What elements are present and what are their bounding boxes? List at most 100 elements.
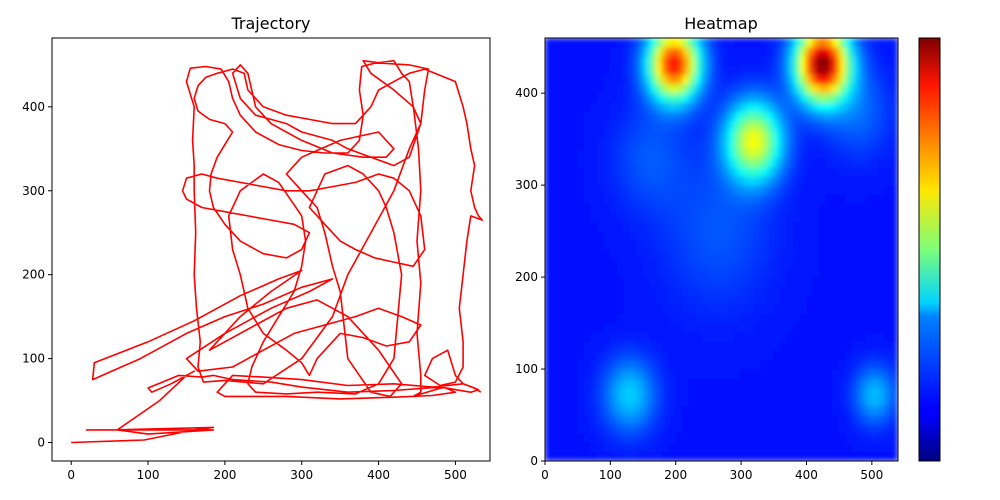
heatmap-cell [681, 304, 690, 315]
heatmap-cell [851, 74, 860, 85]
heatmap-cell [551, 74, 559, 85]
heatmap-cell [603, 166, 611, 177]
heatmap-cell [806, 304, 814, 315]
heatmap-cell [636, 423, 644, 434]
heatmap-cell [753, 331, 762, 342]
heatmap-cell [642, 350, 650, 361]
heatmap-cell [740, 46, 748, 57]
heatmap-cell [773, 212, 781, 223]
heatmap-cell [766, 74, 775, 85]
heatmap-cell [616, 212, 624, 223]
heatmap-cell [793, 230, 801, 241]
heatmap-cell [838, 203, 847, 214]
heatmap-cell [734, 258, 742, 269]
heatmap-cell [675, 304, 683, 315]
heatmap-cell [675, 350, 683, 361]
heatmap-cell [819, 396, 827, 407]
heatmap-cell [577, 184, 585, 195]
heatmap-cell [734, 350, 742, 361]
heatmap-cell [545, 423, 552, 434]
heatmap-cell [832, 120, 840, 131]
heatmap-cells [545, 38, 898, 461]
heatmap-cell [851, 396, 860, 407]
heatmap-cell [655, 83, 663, 94]
heatmap-cell [695, 249, 703, 259]
heatmap-cell [806, 74, 814, 85]
heatmap-cell [629, 423, 637, 434]
heatmap-cell [629, 102, 637, 112]
heatmap-cell [845, 175, 853, 186]
heatmap-cell [616, 341, 624, 351]
heatmap-cell [884, 184, 892, 195]
heatmap-cell [662, 56, 670, 66]
heatmap-cell [832, 350, 840, 361]
heatmap-cell [858, 423, 866, 434]
heatmap-cell [668, 129, 677, 140]
heatmap-cell [616, 377, 624, 388]
heatmap-cell [825, 295, 833, 305]
heatmap-cell [603, 423, 611, 434]
heatmap-cell [806, 221, 814, 232]
heatmap-cell [819, 184, 827, 195]
heatmap-cell [636, 313, 644, 324]
heatmap-cell [675, 359, 683, 370]
heatmap-cell [629, 322, 637, 333]
heatmap-cell [825, 313, 833, 324]
heatmap-cell [616, 111, 624, 122]
heatmap-cell [865, 194, 873, 204]
heatmap-cell [871, 38, 879, 48]
heatmap-cell [871, 423, 879, 434]
heatmap-cell [799, 451, 807, 461]
heatmap-cell [858, 322, 866, 333]
heatmap-cell [649, 221, 657, 232]
heatmap-cell [734, 102, 742, 112]
heatmap-cell [695, 203, 703, 214]
heatmap-cell [557, 138, 565, 149]
heatmap-cell [793, 65, 801, 76]
heatmap-cell [603, 102, 611, 112]
heatmap-cell [760, 341, 768, 351]
heatmap-cell [590, 138, 598, 149]
heatmap-cell [858, 212, 866, 223]
heatmap-cell [806, 249, 814, 259]
heatmap-cell [577, 249, 585, 259]
heatmap-cell [786, 56, 794, 66]
heatmap-cell [688, 295, 696, 305]
heatmap-cell [623, 304, 631, 315]
heatmap-cell [858, 194, 866, 204]
heatmap-cell [688, 175, 696, 186]
heatmap-cell [766, 350, 775, 361]
heatmap-cell [610, 377, 618, 388]
heatmap-cell [681, 221, 690, 232]
heatmap-cell [596, 184, 605, 195]
heatmap-cell [675, 111, 683, 122]
heatmap-cell [662, 387, 670, 397]
heatmap-cell [583, 138, 592, 149]
heatmap-cell [760, 166, 768, 177]
heatmap-cell [845, 423, 853, 434]
heatmap-cell [590, 221, 598, 232]
heatmap-cell [616, 38, 624, 48]
heatmap-cell [825, 230, 833, 241]
heatmap-cell [655, 322, 663, 333]
heatmap-cell [753, 387, 762, 397]
heatmap-cell [865, 414, 873, 425]
heatmap-cell [891, 267, 898, 278]
heatmap-cell [714, 221, 722, 232]
heatmap-cell [675, 194, 683, 204]
heatmap-cell [545, 230, 552, 241]
heatmap-cell [740, 350, 748, 361]
heatmap-cell [714, 433, 722, 443]
heatmap-cell [858, 442, 866, 453]
heatmap-cell [721, 111, 729, 122]
heatmap-cell [773, 368, 781, 379]
heatmap-cell [714, 194, 722, 204]
heatmap-cell [570, 249, 578, 259]
heatmap-cell [564, 304, 572, 315]
heatmap-cell [623, 249, 631, 259]
heatmap-cell [845, 83, 853, 94]
heatmap-cell [747, 175, 755, 186]
heatmap-cell [629, 442, 637, 453]
heatmap-cell [806, 341, 814, 351]
heatmap-cell [766, 56, 775, 66]
